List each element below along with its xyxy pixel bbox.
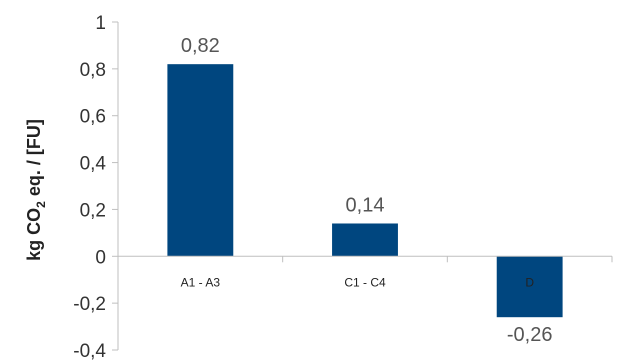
category-label: D (525, 275, 534, 289)
y-axis-title-main: kg CO (24, 208, 44, 261)
labels: 0,82 A1 - A3 0,14 C1 - C4 -0,26 D (181, 35, 553, 346)
y-tick-label: 0,6 (80, 107, 106, 128)
category-label: C1 - C4 (344, 275, 386, 289)
bar (496, 256, 563, 318)
data-label: 0,14 (346, 194, 385, 216)
y-tick-label: -0,2 (73, 294, 106, 315)
bars (167, 64, 563, 318)
y-axis-title-subscript: 2 (34, 201, 48, 208)
bar (332, 223, 398, 257)
y-axis-title: kg CO2 eq. / [FU] (24, 119, 48, 261)
y-tick-label: 0,2 (80, 200, 106, 221)
bar (167, 64, 234, 257)
x-axis (117, 255, 613, 263)
data-label: -0,26 (507, 324, 553, 346)
y-axis-title-group: kg CO2 eq. / [FU] (24, 119, 48, 261)
data-label: 0,82 (181, 35, 220, 57)
y-tick-label: 0 (95, 247, 106, 268)
y-tick-label: 0,4 (80, 154, 107, 175)
y-tick-label: 0,8 (80, 60, 106, 81)
y-tick-label: 1 (95, 13, 106, 34)
y-tick-label: -0,4 (73, 341, 106, 362)
category-label: A1 - A3 (181, 275, 221, 289)
y-axis-title-rest: eq. / [FU] (24, 119, 44, 201)
y-axis: 1 0,8 0,6 0,4 0,2 0 -0,2 -0,4 (73, 13, 119, 362)
